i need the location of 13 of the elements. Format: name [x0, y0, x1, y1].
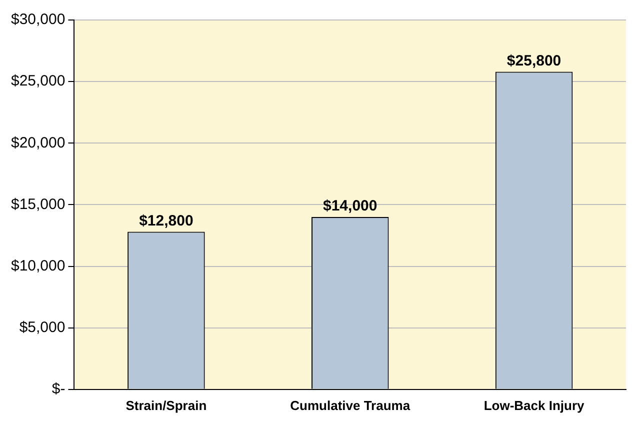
y-tick-label: $5,000 — [19, 318, 66, 336]
y-tick-label: $15,000 — [10, 196, 66, 213]
data-label: $25,800 — [506, 52, 562, 70]
y-tick-label: $30,000 — [10, 11, 66, 28]
y-tick-label: $- — [52, 380, 66, 398]
x-tick-label: Strain/Sprain — [126, 398, 207, 413]
data-label: $14,000 — [322, 198, 378, 215]
data-label: $12,800 — [139, 212, 194, 230]
y-tick-label: $10,000 — [10, 257, 66, 274]
x-tick-label: Cumulative Trauma — [290, 398, 411, 413]
y-tick-label: $25,000 — [10, 72, 66, 90]
x-tick-label: Low-Back Injury — [484, 398, 586, 413]
y-tick-label: $20,000 — [10, 134, 66, 152]
